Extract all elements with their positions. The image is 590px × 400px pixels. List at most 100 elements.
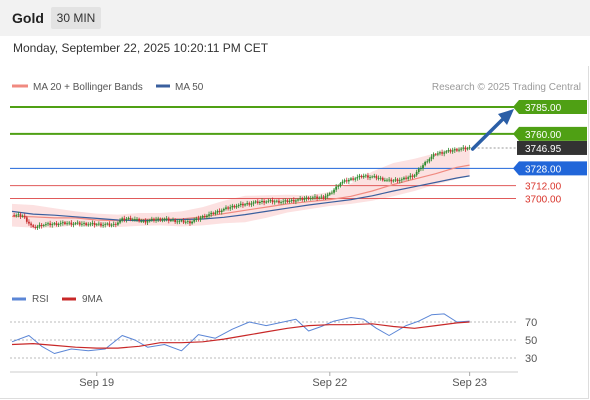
candle-body xyxy=(428,159,431,162)
candle-body xyxy=(38,224,41,227)
candle-body xyxy=(123,218,126,220)
rsi-panel: 70 50 30 xyxy=(10,313,537,365)
candle-body xyxy=(267,200,270,202)
resistance-price-tag xyxy=(513,100,587,114)
ma20-legend-label: MA 20 + Bollinger Bands xyxy=(33,82,143,93)
candle-body xyxy=(339,183,342,187)
candle-body xyxy=(443,152,446,154)
candle-body xyxy=(419,168,422,170)
candle-body xyxy=(358,175,361,178)
candle-body xyxy=(222,208,225,211)
candle-body xyxy=(290,199,293,201)
candle-body xyxy=(411,175,414,177)
candle-body xyxy=(466,148,469,150)
ma50-line xyxy=(11,175,470,222)
ma50-legend-label: MA 50 xyxy=(175,82,204,93)
candle-body xyxy=(383,180,386,181)
candle-body xyxy=(394,179,397,181)
candle-body xyxy=(176,221,179,223)
candle-body xyxy=(375,176,378,179)
forecast-arrow-shaft xyxy=(470,116,506,151)
candle-body xyxy=(377,178,380,179)
candle-body xyxy=(299,198,302,200)
candle-body xyxy=(441,152,443,154)
candle-body xyxy=(269,200,272,201)
candle-body xyxy=(91,223,94,224)
candle-body xyxy=(47,223,49,225)
candle-body xyxy=(273,201,276,203)
candle-body xyxy=(379,177,382,179)
candle-body xyxy=(248,203,251,205)
timeframe-button[interactable]: 30 MIN xyxy=(51,7,101,29)
candle-body xyxy=(326,194,329,197)
candle-body xyxy=(311,197,314,199)
candle-body xyxy=(32,225,35,227)
candle-body xyxy=(174,219,177,222)
candle-body xyxy=(263,200,266,203)
candle-body xyxy=(400,179,403,181)
candle-body xyxy=(424,161,427,166)
candle-body xyxy=(172,219,174,221)
candle-body xyxy=(146,221,149,223)
candle-body xyxy=(13,215,16,216)
candle-body xyxy=(68,222,71,224)
candle-body xyxy=(201,216,204,218)
candle-body xyxy=(242,203,244,206)
candle-body xyxy=(227,207,230,209)
candle-body xyxy=(449,150,452,152)
candle-body xyxy=(434,154,437,156)
level-lines xyxy=(10,106,516,199)
candle-body xyxy=(409,175,412,178)
candle-body xyxy=(142,220,145,222)
candle-body xyxy=(252,202,255,204)
candle-body xyxy=(322,196,325,198)
candle-body xyxy=(307,197,310,200)
candle-body xyxy=(140,221,143,222)
candle-body xyxy=(407,177,410,179)
candle-body xyxy=(57,224,60,226)
chart-frame xyxy=(0,66,589,399)
candle-body xyxy=(373,176,376,177)
candle-body xyxy=(314,196,316,198)
minor-support-label: 3712.00 xyxy=(525,182,562,193)
candle-body xyxy=(288,200,291,202)
candle-body xyxy=(108,223,111,226)
candle-body xyxy=(97,223,100,225)
candle-body xyxy=(148,220,151,222)
candle-body xyxy=(21,215,24,217)
candle-body xyxy=(396,179,399,182)
candle-body xyxy=(426,161,429,163)
candle-body xyxy=(258,201,261,204)
candle-body xyxy=(178,220,181,222)
candle-body xyxy=(445,151,448,153)
candle-body xyxy=(292,199,295,202)
candle-body xyxy=(278,200,280,203)
candle-body xyxy=(229,207,232,209)
candle-body xyxy=(61,222,64,224)
candle-body xyxy=(199,217,202,220)
x-axis: Sep 19 Sep 22 Sep 23 xyxy=(79,372,487,389)
candle-body xyxy=(81,223,83,225)
candle-body xyxy=(169,220,172,222)
candle-body xyxy=(341,181,344,184)
candle-body xyxy=(133,219,136,220)
support-price-tag xyxy=(513,161,587,176)
candle-body xyxy=(235,206,238,208)
candle-body xyxy=(403,177,405,180)
candle-body xyxy=(203,216,206,218)
candle-body xyxy=(87,224,90,226)
candle-body xyxy=(19,214,22,217)
candle-body xyxy=(256,201,259,204)
candle-body xyxy=(360,175,363,178)
candle-body xyxy=(66,223,68,225)
candle-body xyxy=(36,226,39,229)
candle-body xyxy=(53,223,56,225)
candle-body xyxy=(49,223,52,226)
candle-body xyxy=(456,149,458,151)
candle-body xyxy=(195,218,198,221)
candle-body xyxy=(464,147,467,150)
candle-body xyxy=(335,186,338,190)
rsi-level-70-label: 70 xyxy=(525,317,537,329)
top-bar: Gold 30 MIN xyxy=(0,0,590,36)
candle-body xyxy=(367,175,369,178)
